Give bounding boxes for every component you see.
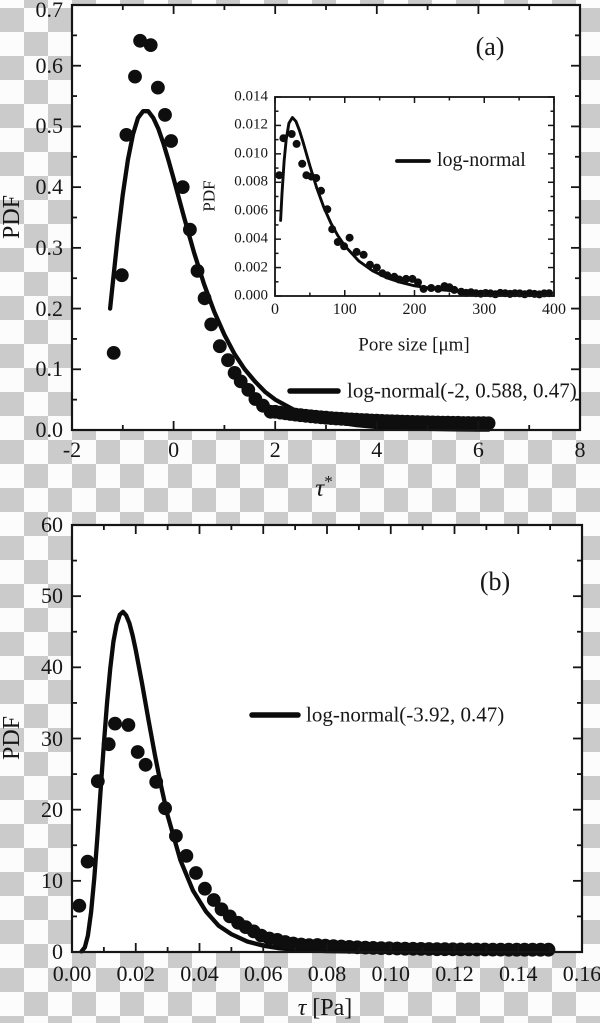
a-y-tick-label: 0.1: [35, 356, 64, 382]
a-x-tick-label: 6: [472, 437, 484, 462]
inset-y-tick-label: 0.010: [234, 145, 268, 162]
b-scatter-series: [72, 716, 556, 957]
a-x-tick-label: 0: [168, 437, 180, 462]
a-y-tick-label: 0.0: [35, 417, 64, 442]
b-y-tick-label: 0: [52, 939, 63, 964]
inset-tick-marks: [274, 96, 555, 297]
a-x-tick-label: 2: [269, 437, 281, 462]
inset-scatter-series: [275, 130, 554, 299]
inset-x-tick-label: 200: [402, 301, 427, 318]
b-y-tick-label: 20: [41, 796, 63, 822]
inset-y-axis-label: PDF: [199, 180, 219, 212]
b-x-tick-label: 0.12: [435, 961, 474, 986]
a-y-tick-label: 0.2: [35, 295, 64, 321]
inset-x-tick-label: 300: [472, 301, 497, 318]
b-y-tick-label: 60: [41, 512, 63, 537]
inset-y-tick-label: 0.006: [234, 202, 268, 219]
a-x-axis-sup: *: [324, 471, 333, 491]
inset-y-tick-label: 0.008: [234, 173, 268, 190]
inset-y-tick-label: 0.014: [234, 88, 268, 105]
a-x-tick-label: 8: [574, 437, 586, 462]
b-x-axis-tau: τ: [297, 995, 307, 1021]
panel-a-label: (a): [475, 32, 505, 61]
a-x-axis-tau: τ: [315, 475, 325, 503]
b-x-tick-label: 0.16: [562, 961, 600, 986]
inset-y-tick-label: 0.012: [234, 116, 268, 133]
b-y-tick-label: 50: [41, 583, 63, 609]
a-x-tick-label: 4: [371, 437, 383, 462]
a-legend-label: log-normal(-2, 0.588, 0.47): [347, 378, 577, 403]
b-x-tick-label: 0.08: [307, 961, 347, 986]
b-x-tick-label: 0.00: [52, 961, 92, 986]
b-y-tick-label: 40: [41, 654, 63, 680]
inset-fit-curve: [279, 116, 552, 297]
inset-x-tick-label: 0: [271, 301, 279, 318]
inset-x-tick-label: 400: [542, 301, 566, 318]
inset-x-axis-label: Pore size [μm]: [358, 334, 470, 356]
b-y-tick-label: 30: [41, 725, 63, 751]
a-y-tick-label: 0.7: [35, 0, 64, 22]
inset-x-tick-label: 100: [332, 301, 357, 318]
b-x-axis-unit: [Pa]: [306, 995, 353, 1021]
inset-plot-area: [275, 97, 554, 296]
inset-y-tick-label: 0.000: [234, 287, 268, 304]
a-y-tick-label: 0.4: [35, 174, 64, 200]
b-plot-area: [72, 525, 582, 952]
inset-y-tick-label: 0.002: [234, 259, 268, 276]
b-legend-label: log-normal(-3.92, 0.47): [306, 702, 505, 727]
b-y-axis-label: PDF: [0, 715, 25, 761]
a-tick-marks: [71, 4, 581, 431]
a-y-tick-label: 0.5: [35, 113, 64, 139]
b-y-tick-label: 10: [41, 867, 63, 893]
b-x-axis-label: τ [Pa]: [298, 996, 353, 1020]
b-x-tick-label: 0.14: [499, 961, 538, 986]
panel-b-label: (b): [479, 567, 511, 596]
b-tick-marks: [71, 524, 583, 953]
b-x-tick-label: 0.04: [180, 961, 219, 986]
a-x-tick-label: -2: [62, 437, 82, 462]
b-x-tick-label: 0.10: [371, 961, 411, 986]
a-y-tick-label: 0.6: [35, 52, 64, 78]
a-scatter-series: [106, 33, 496, 431]
b-x-tick-label: 0.06: [244, 961, 283, 986]
inset-y-tick-label: 0.004: [234, 230, 268, 247]
a-y-axis-label: PDF: [0, 194, 25, 240]
inset-legend-label: log-normal: [437, 149, 526, 171]
b-fit-curve: [79, 609, 553, 955]
a-x-axis-label: τ*: [315, 473, 332, 501]
a-y-tick-label: 0.3: [35, 234, 64, 260]
b-x-tick-label: 0.02: [116, 961, 156, 986]
